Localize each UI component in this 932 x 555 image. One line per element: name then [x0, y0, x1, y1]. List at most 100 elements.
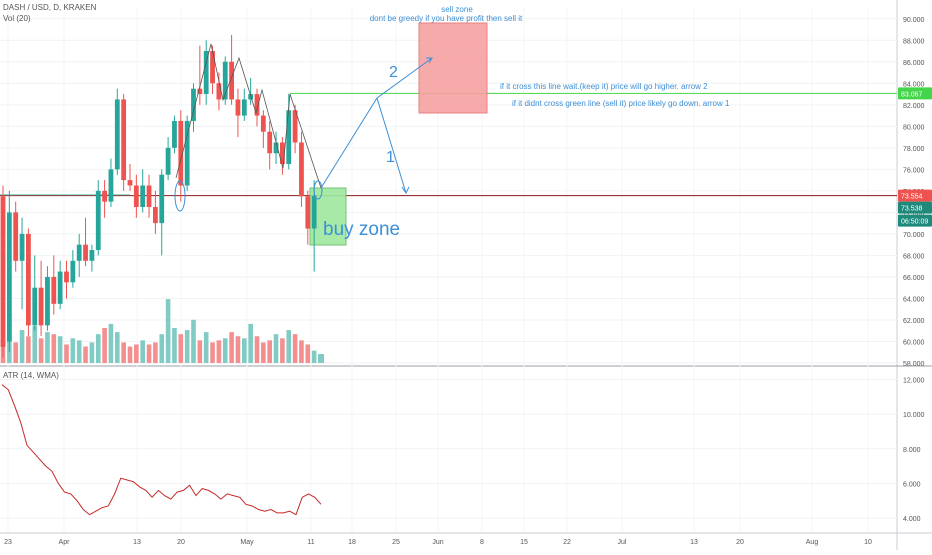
candle-body: [191, 88, 196, 121]
candle-body: [146, 185, 152, 208]
volume-indicator-label[interactable]: Vol (20): [3, 14, 31, 23]
time-tick-label: May: [240, 539, 254, 546]
volume-bar: [76, 340, 82, 363]
volume-bar: [121, 342, 126, 363]
volume-bar: [38, 338, 44, 363]
volume-bar: [280, 338, 285, 363]
current-price-tag: 73.538: [901, 206, 923, 213]
volume-bar: [165, 299, 171, 363]
candle-body: [172, 120, 177, 148]
countdown-tag: 06:50:09: [901, 219, 928, 226]
candle-body: [32, 287, 38, 326]
volume-bar: [45, 332, 50, 363]
candle-body: [273, 142, 279, 154]
price-tick-label: 80.000: [903, 124, 925, 131]
volume-bar: [146, 344, 152, 363]
symbol-title[interactable]: DASH / USD, D, KRAKEN: [3, 3, 97, 12]
time-tick-label: 13: [690, 539, 698, 546]
volume-bar: [140, 340, 145, 363]
current-price-tag-bg: [898, 201, 932, 214]
volume-bar: [242, 338, 247, 363]
volume-bar: [184, 330, 190, 363]
price-tick-label: 62.000: [903, 318, 925, 325]
volume-bar: [89, 342, 95, 363]
arrow-1-label: 1: [386, 149, 395, 166]
arrow-1-head: [401, 186, 410, 194]
price-tick-label: 90.000: [903, 17, 925, 24]
candle-body: [184, 120, 190, 186]
green-line-price-tag-bg: [898, 87, 932, 100]
volume-bar: [32, 325, 38, 363]
volume-bar: [210, 342, 215, 363]
volume-bar: [127, 346, 133, 363]
price-tick-label: 72.000: [903, 210, 925, 217]
atr-tick-label: 4.000: [903, 516, 921, 523]
candle-body: [260, 115, 266, 132]
candle-body: [108, 169, 114, 202]
candle-body: [299, 142, 304, 197]
sell-zone-box: [418, 22, 488, 114]
candle-body: [95, 190, 101, 251]
atr-indicator-label[interactable]: ATR (14, WMA): [3, 371, 59, 380]
candle-body: [127, 180, 133, 186]
candle-body: [19, 233, 25, 261]
candle-body: [280, 142, 285, 164]
time-tick-label: 10: [864, 539, 872, 546]
candle-body: [254, 94, 260, 116]
volume-bar: [292, 334, 298, 363]
countdown-tag-bg: [898, 214, 932, 227]
candle-body: [165, 147, 171, 175]
candle-body: [305, 196, 311, 229]
atr-line: [1, 384, 322, 516]
volume-bar: [153, 342, 158, 363]
candle-body: [45, 276, 50, 326]
volume-bar: [51, 334, 57, 363]
time-tick-label: 20: [736, 539, 744, 546]
candle-body: [6, 212, 12, 342]
volume-bar: [318, 354, 324, 363]
price-tick-label: 68.000: [903, 253, 925, 260]
price-tick-label: 66.000: [903, 275, 925, 282]
time-tick-label: 18: [348, 539, 356, 546]
candle-body: [241, 99, 247, 116]
buy-zone-label: buy zone: [323, 219, 400, 240]
volume-bar: [222, 338, 228, 363]
volume-bar: [235, 336, 241, 363]
atr-tick-label: 12.000: [903, 377, 925, 384]
time-tick-label: Aug: [806, 539, 819, 546]
candle-body: [197, 88, 203, 95]
cross-note: if it cross this line wait.(keep it) pri…: [500, 82, 708, 91]
candle-body: [153, 207, 158, 224]
arrow-2-head: [426, 57, 433, 64]
arrow-2-label: 2: [389, 64, 398, 81]
arrow-1-path: [376, 97, 407, 194]
volume-bar: [83, 346, 88, 363]
candle-body: [222, 61, 228, 100]
volume-bar: [216, 340, 222, 363]
volume-bar: [108, 323, 114, 363]
price-tick-label: 76.000: [903, 167, 925, 174]
volume-bar: [95, 334, 101, 363]
candle-body: [267, 131, 273, 154]
candle-body: [133, 185, 139, 208]
candle-body: [229, 61, 234, 100]
volume-bar: [19, 330, 25, 363]
volume-bar: [299, 340, 304, 363]
volume-bar: [102, 328, 107, 363]
candle-body: [292, 110, 298, 143]
volume-bar: [311, 350, 317, 363]
price-tick-label: 70.000: [903, 232, 925, 239]
price-tick-label: 60.000: [903, 339, 925, 346]
candle-body: [0, 196, 6, 347]
volume-bar: [229, 332, 234, 363]
zigzag-drawing: [175, 43, 322, 189]
volume-bar: [197, 340, 203, 363]
volume-bar: [26, 336, 31, 363]
atr-tick-label: 8.000: [903, 447, 921, 454]
price-tick-label: 88.000: [903, 38, 925, 45]
arrow-2-path: [320, 57, 433, 189]
price-tick-label: 64.000: [903, 296, 925, 303]
candle-body: [203, 51, 209, 95]
volume-bar: [172, 328, 177, 363]
